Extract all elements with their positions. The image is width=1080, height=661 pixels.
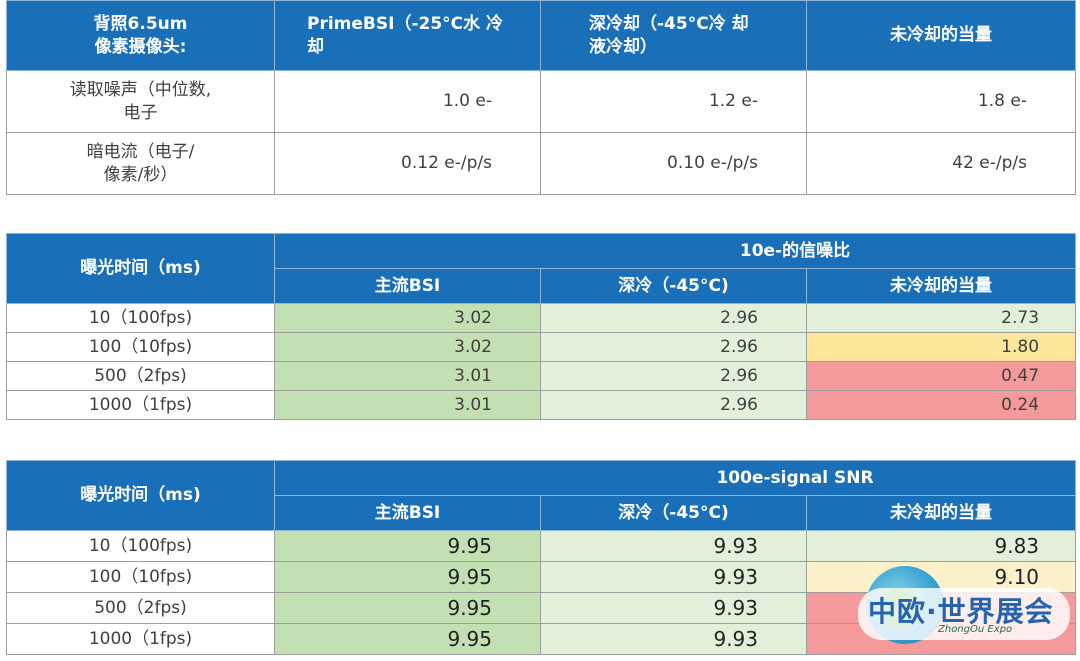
t2-cell: 0.47	[805, 361, 1077, 391]
t2-exposure: 1000（1fps)	[6, 390, 275, 420]
t3-exposure: 100（10fps)	[6, 561, 275, 593]
t1-cell: 0.10 e-/p/s	[540, 132, 807, 195]
t3-cell: 9.10	[805, 561, 1077, 593]
t1-cell: 1.8 e-	[806, 70, 1076, 133]
t2-exposure-header: 曝光时间（ms)	[6, 233, 275, 304]
logo-subtitle: ZhongOu Expo	[938, 624, 1013, 635]
t3-group-header: 100e-signal SNR	[273, 460, 1077, 496]
t2-group-header: 10e-的信噪比	[273, 233, 1077, 269]
t3-exposure: 1000（1fps)	[6, 623, 275, 655]
t2-col-uncooled: 未冷却的当量	[805, 268, 1077, 304]
t3-col-mainstream-bsi: 主流BSI	[274, 495, 541, 531]
logo-backplate	[858, 588, 1070, 640]
t1-header-deep-cooled: 深冷却（-45°C冷 却 液冷却）	[540, 0, 807, 71]
t3-cell: 9.93	[540, 623, 807, 655]
t3-cell: 9.95	[274, 623, 541, 655]
t1-header-primebsi: PrimeBSI（-25°C水 冷 却	[274, 0, 541, 71]
t1-cell: 1.2 e-	[540, 70, 807, 133]
t1-row-label: 读取噪声（中位数, 电子	[6, 70, 275, 133]
t3-cell: 9.93	[540, 530, 807, 562]
t2-cell: 3.02	[274, 332, 541, 362]
t2-cell: 2.96	[540, 390, 807, 420]
t1-cell: 0.12 e-/p/s	[274, 132, 541, 195]
t3-cell: 9.93	[540, 592, 807, 624]
t2-cell: 2.73	[805, 303, 1077, 333]
t1-row-label: 暗电流（电子/ 像素/秒）	[6, 132, 275, 195]
t2-exposure: 100（10fps)	[6, 332, 275, 362]
t2-cell: 0.24	[805, 390, 1077, 420]
t3-cell: 9.95	[274, 530, 541, 562]
t2-cell: 2.96	[540, 303, 807, 333]
t2-cell: 3.02	[274, 303, 541, 333]
t3-cell: 9.95	[274, 592, 541, 624]
camera-spec-table: 背照6.5um 像素摄像头: PrimeBSI（-25°C水 冷 却 深冷却（-…	[6, 0, 1076, 195]
t3-cell: 9.93	[540, 561, 807, 593]
t3-exposure-header: 曝光时间（ms)	[6, 460, 275, 531]
t3-col-uncooled: 未冷却的当量	[805, 495, 1077, 531]
t1-cell: 1.0 e-	[274, 70, 541, 133]
t2-cell: 1.80	[805, 332, 1077, 362]
t2-cell: 2.96	[540, 361, 807, 391]
t2-exposure: 10（100fps)	[6, 303, 275, 333]
t2-cell: 2.96	[540, 332, 807, 362]
snr-10e-table: 曝光时间（ms) 10e-的信噪比 主流BSI 深冷（-45°C) 未冷却的当量…	[6, 233, 1077, 420]
t3-col-deep-cooled: 深冷（-45°C)	[540, 495, 807, 531]
t2-cell: 3.01	[274, 361, 541, 391]
logo-title: 中欧·世界展会	[868, 595, 1054, 628]
t3-cell: 9.95	[274, 561, 541, 593]
t1-header-camera: 背照6.5um 像素摄像头:	[6, 0, 275, 71]
t3-exposure: 500（2fps)	[6, 592, 275, 624]
watermark-logo: 中欧·世界展会 ZhongOu Expo	[858, 566, 1070, 661]
t2-col-mainstream-bsi: 主流BSI	[274, 268, 541, 304]
t1-header-uncooled: 未冷却的当量	[806, 0, 1076, 71]
t3-cell: 9.83	[805, 530, 1077, 562]
t2-col-deep-cooled: 深冷（-45°C)	[540, 268, 807, 304]
t2-exposure: 500（2fps)	[6, 361, 275, 391]
t2-cell: 3.01	[274, 390, 541, 420]
t1-cell: 42 e-/p/s	[806, 132, 1076, 195]
t3-exposure: 10（100fps)	[6, 530, 275, 562]
